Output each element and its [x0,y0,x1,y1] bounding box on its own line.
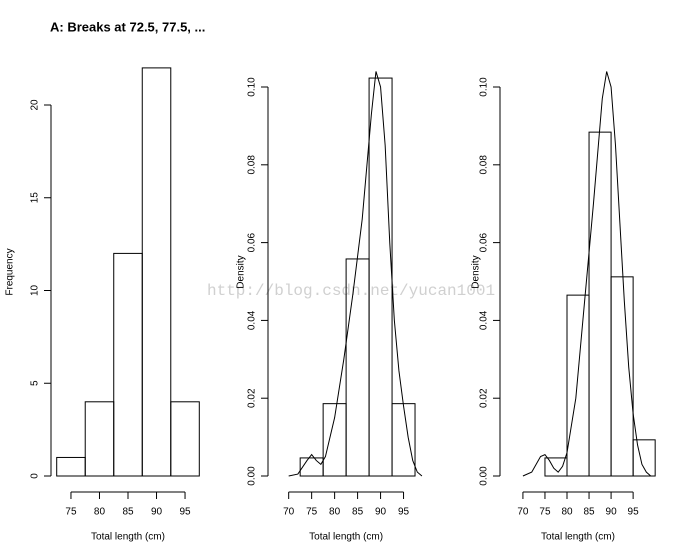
y-tick-label: 0.04 [479,310,490,330]
x-tick-label: 80 [94,507,106,518]
y-tick-label: 5 [30,380,41,386]
x-tick-label: 85 [352,507,364,518]
y-tick-label: 10 [30,285,41,297]
y-tick-label: 0.06 [479,232,490,252]
y-axis-label: Density [471,255,482,288]
x-tick-label: 90 [606,507,618,518]
y-axis-label: Frequency [5,248,16,295]
y-tick-label: 0.10 [479,77,490,97]
bar [588,131,612,477]
bar [113,252,143,477]
x-tick-label: 90 [151,507,163,518]
bar [170,401,200,477]
y-tick-label: 0.04 [247,310,258,330]
y-tick-label: 0.00 [247,466,258,486]
x-tick-label: 85 [122,507,134,518]
y-tick-label: 0 [30,473,41,479]
x-tick-label: 95 [628,507,640,518]
x-tick-label: 75 [306,507,318,518]
density-curve [522,71,652,477]
watermark: http://blog.csdn.net/yucan1001 [207,282,495,300]
y-tick-label: 0.08 [479,155,490,175]
x-tick-label: 75 [65,507,77,518]
x-axis-label: Total length (cm) [541,532,615,543]
bar [566,294,590,477]
x-tick-label: 95 [398,507,410,518]
y-tick-label: 0.08 [247,155,258,175]
y-tick-label: 0.02 [247,388,258,408]
y-tick-label: 0.02 [479,388,490,408]
bar [632,439,656,477]
density-curve [288,71,423,477]
x-tick-label: 95 [179,507,191,518]
x-axis-label: Total length (cm) [309,532,383,543]
bar [368,77,393,477]
bar [544,457,568,477]
x-tick-label: 85 [583,507,595,518]
x-tick-label: 80 [561,507,573,518]
x-tick-label: 80 [329,507,341,518]
x-tick-label: 75 [539,507,551,518]
bar [391,403,416,477]
y-tick-label: 0.06 [247,232,258,252]
y-tick-label: 15 [30,192,41,204]
y-axis-label: Density [236,255,247,288]
y-tick-label: 0.00 [479,466,490,486]
bar [56,456,86,477]
x-axis-label: Total length (cm) [91,532,165,543]
chart-title: A: Breaks at 72.5, 77.5, ... [50,19,205,34]
y-tick-label: 20 [30,99,41,111]
x-tick-label: 70 [283,507,295,518]
bar [84,401,115,477]
y-tick-label: 0.10 [247,77,258,97]
bar [299,457,324,477]
x-tick-label: 90 [375,507,387,518]
x-tick-label: 70 [517,507,529,518]
bar [610,276,634,477]
bar [141,67,172,477]
